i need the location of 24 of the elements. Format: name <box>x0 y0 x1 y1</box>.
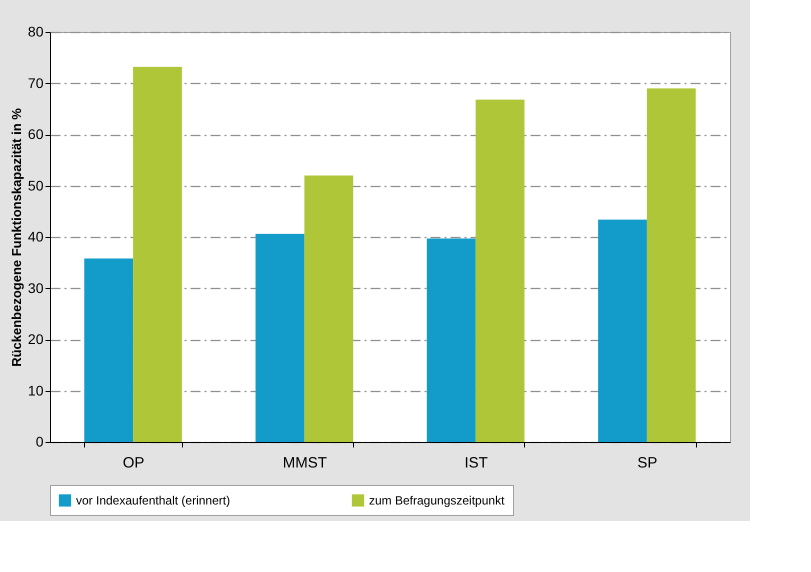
x-tick-label: MMST <box>282 454 327 472</box>
bar <box>304 176 354 442</box>
bar <box>598 220 647 442</box>
y-tick-label: 40 <box>28 228 44 244</box>
y-tick-label: 50 <box>28 177 44 194</box>
x-tick-label: IST <box>464 454 488 472</box>
x-tick-label: SP <box>637 454 658 472</box>
y-tick-label: 60 <box>28 126 44 142</box>
bar <box>133 66 182 442</box>
y-tick-label: 20 <box>28 331 44 347</box>
y-tick-label: 30 <box>28 280 44 296</box>
y-tick-label: 10 <box>28 382 44 398</box>
bar <box>84 258 134 442</box>
y-tick-label: 80 <box>28 24 44 40</box>
bar <box>476 100 524 442</box>
bar <box>426 238 476 442</box>
legend-label: zum Befragungszeitpunkt <box>369 493 506 508</box>
y-axis-title: Rückenbezogene Funktionskapazität in % <box>8 108 24 367</box>
x-tick-label: OP <box>122 454 144 472</box>
y-tick-label: 0 <box>36 434 44 450</box>
bar <box>256 234 304 442</box>
legend-label: vor Indexaufenthalt (erinnert) <box>76 493 230 508</box>
y-tick-label: 70 <box>28 74 44 91</box>
bar <box>646 88 696 442</box>
